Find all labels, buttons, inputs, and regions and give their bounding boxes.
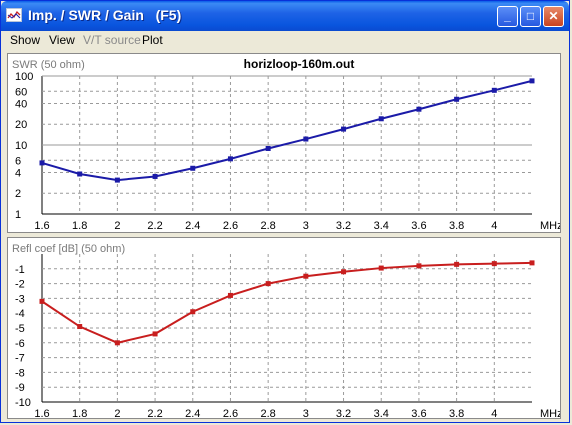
swr-y-tick-label: 40 <box>15 98 27 110</box>
refl-data-point <box>77 324 83 330</box>
menu-view[interactable]: View <box>49 33 75 47</box>
swr-series-line <box>41 79 533 182</box>
swr-x-unit-label: MHz <box>540 220 560 232</box>
refl-data-point <box>303 273 309 279</box>
refl-data-point <box>114 340 120 346</box>
refl-x-tick-label: 1.6 <box>34 408 49 418</box>
swr-y-tick-label: 10 <box>15 140 27 152</box>
menu-vt-source[interactable]: V/T source <box>83 33 141 47</box>
refl-x-tick-label: 2.2 <box>147 408 162 418</box>
refl-x-tick-label: 3.2 <box>336 408 351 418</box>
swr-data-point <box>341 126 347 132</box>
chart-app-icon <box>6 8 22 22</box>
refl-y-axis-title: Refl coef [dB] (50 ohm) <box>12 243 125 255</box>
swr-y-tick-label: 1 <box>15 209 21 221</box>
refl-data-point <box>265 281 271 287</box>
close-button[interactable]: ✕ <box>543 6 564 27</box>
swr-data-point <box>227 156 233 162</box>
title-bar[interactable]: Imp. / SWR / Gain (F5) _ □ ✕ <box>1 1 569 31</box>
refl-y-tick-label: -8 <box>15 367 25 379</box>
swr-y-tick-label: 100 <box>15 71 33 83</box>
refl-y-tick-label: -7 <box>15 353 25 365</box>
swr-data-point <box>416 106 422 112</box>
refl-data-point <box>190 309 196 315</box>
swr-data-point <box>529 78 535 84</box>
refl-y-tick-label: -6 <box>15 338 25 350</box>
swr-data-point <box>190 165 196 171</box>
refl-coef-chart-panel: -1 -2 -3 -4 -5 -6 -7 -8 -9 -10 1.6 1.8 2 2.2 2.4 2.6 2.8… <box>7 237 561 419</box>
swr-x-tick-label: 2.2 <box>147 220 162 232</box>
swr-data-point <box>454 96 460 102</box>
swr-y-tick-label: 2 <box>15 188 21 200</box>
refl-coef-chart: -1 -2 -3 -4 -5 -6 -7 -8 -9 -101.6 1.8 2 2.2 2.4 2.6 2.8… <box>12 243 560 418</box>
refl-data-point <box>491 261 497 267</box>
swr-data-point <box>491 87 497 93</box>
refl-x-tick-label: 3.4 <box>374 408 389 418</box>
swr-y-tick-label: 4 <box>15 167 21 179</box>
refl-data-point <box>152 331 158 337</box>
refl-series-line <box>41 261 533 344</box>
refl-x-tick-label: 4 <box>491 408 497 418</box>
swr-x-tick-label: 3 <box>303 220 309 232</box>
chart-app-icon-glyph <box>7 10 21 19</box>
refl-x-tick-label: 2.8 <box>261 408 276 418</box>
refl-x-tick-label: 3.8 <box>449 408 464 418</box>
swr-chart-panel: 1 2 4 6 10 20 40 60 100 1.6 1.8 2 2.2 2.4 2.6 2.8 3 3.2 3.… <box>7 53 561 233</box>
swr-data-point <box>77 171 83 177</box>
swr-x-tick-label: 3.6 <box>411 220 426 232</box>
swr-data-point <box>152 173 158 179</box>
swr-data-point <box>39 160 45 166</box>
refl-y-tick-label: -4 <box>15 308 25 320</box>
refl-data-point <box>341 269 347 275</box>
swr-data-point <box>114 177 120 183</box>
maximize-button[interactable]: □ <box>520 6 541 27</box>
swr-x-tick-label: 2.4 <box>185 220 200 232</box>
refl-data-point <box>39 298 45 304</box>
refl-x-tick-label: 2 <box>114 408 120 418</box>
refl-data-point <box>378 265 384 271</box>
swr-x-tick-label: 2.6 <box>223 220 238 232</box>
refl-x-tick-label: 2.4 <box>185 408 200 418</box>
refl-x-tick-label: 3 <box>303 408 309 418</box>
refl-x-tick-label: 1.8 <box>72 408 87 418</box>
swr-data-point <box>265 145 271 151</box>
refl-y-tick-label: -3 <box>15 293 25 305</box>
swr-x-tick-label: 3.8 <box>449 220 464 232</box>
refl-x-tick-label: 2.6 <box>223 408 238 418</box>
minimize-button[interactable]: _ <box>497 6 518 27</box>
refl-y-tick-label: -1 <box>15 264 25 276</box>
swr-y-tick-label: 20 <box>15 119 27 131</box>
refl-data-point <box>529 260 535 266</box>
swr-x-tick-label: 3.2 <box>336 220 351 232</box>
menu-bar: Show View V/T source Plot <box>4 31 566 51</box>
refl-y-tick-label: -5 <box>15 323 25 335</box>
swr-y-axis-title: SWR (50 ohm) <box>12 59 85 71</box>
refl-x-unit-label: MHz <box>540 408 560 418</box>
swr-x-tick-label: 2 <box>114 220 120 232</box>
swr-y-tick-label: 6 <box>15 155 21 167</box>
refl-y-tick-label: -10 <box>15 397 31 409</box>
refl-data-point <box>454 261 460 267</box>
refl-x-tick-label: 3.6 <box>411 408 426 418</box>
swr-x-tick-label: 2.8 <box>261 220 276 232</box>
swr-x-tick-label: 3.4 <box>374 220 389 232</box>
refl-y-tick-label: -2 <box>15 279 25 291</box>
refl-data-point <box>416 263 422 269</box>
menu-plot[interactable]: Plot <box>142 33 163 47</box>
swr-x-tick-label: 1.8 <box>72 220 87 232</box>
swr-x-tick-label: 4 <box>491 220 497 232</box>
swr-x-tick-label: 1.6 <box>34 220 49 232</box>
refl-data-point <box>227 292 233 298</box>
swr-y-tick-label: 60 <box>15 86 27 98</box>
window-title: Imp. / SWR / Gain (F5) <box>28 7 182 23</box>
swr-chart-title: horizloop-160m.out <box>244 57 355 71</box>
swr-data-point <box>378 116 384 122</box>
refl-y-tick-label: -9 <box>15 382 25 394</box>
swr-data-point <box>303 136 309 142</box>
menu-show[interactable]: Show <box>10 33 41 47</box>
